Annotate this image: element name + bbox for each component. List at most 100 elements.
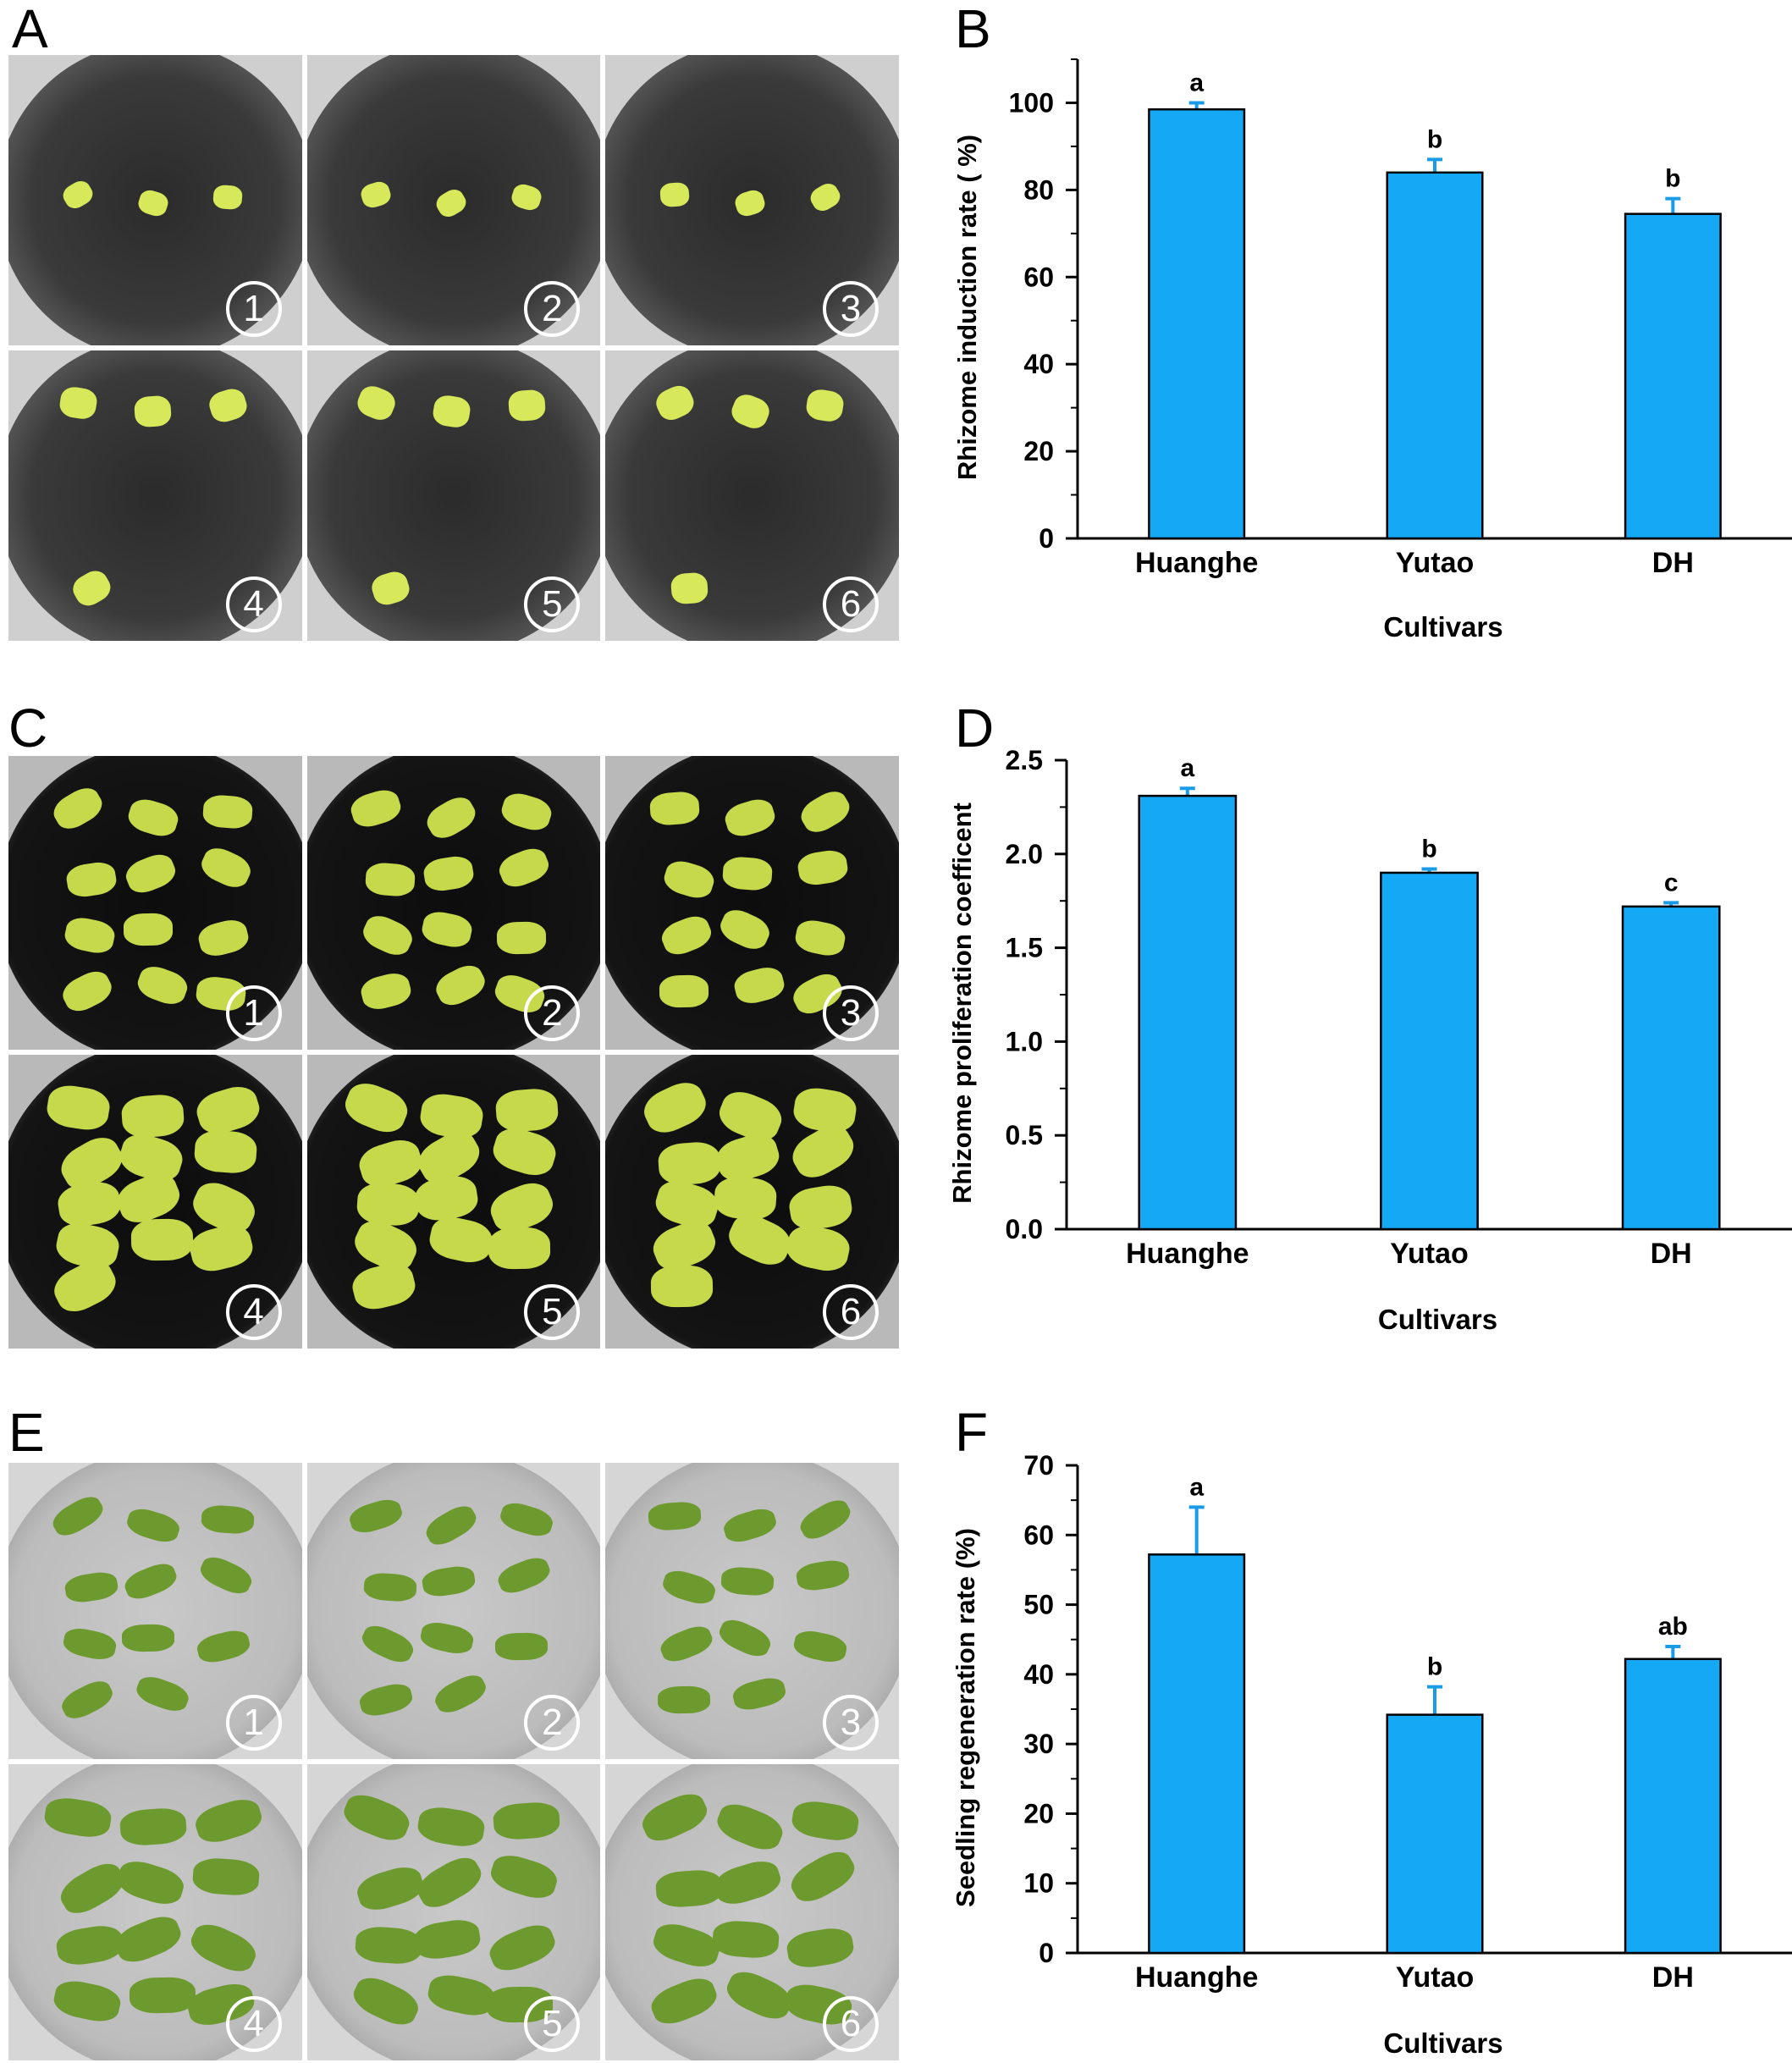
explant — [212, 184, 244, 211]
chart-d: 0.0 0.5 1.0 1.5 2.0 2.5 a Huanghe b Yutao c DH Culti… — [947, 745, 1792, 1335]
y-tick-label: 0 — [1039, 523, 1054, 554]
panel-label-d: D — [955, 698, 995, 758]
culture-photo-tile: 5 — [306, 1764, 601, 2060]
significance-label: a — [1189, 1473, 1204, 1501]
culture-photo-tile: 1 — [8, 55, 302, 345]
explant — [495, 1632, 549, 1661]
bar-yutao — [1380, 871, 1479, 1231]
x-tick-label: Yutao — [1396, 1961, 1475, 1994]
explant — [129, 1977, 196, 2014]
significance-label: a — [1180, 754, 1194, 782]
y-tick-label: 60 — [1023, 1520, 1054, 1550]
culture-photo-tile: 3 — [605, 756, 899, 1050]
tile-number-label: 6 — [822, 576, 879, 632]
photo-grid-e: 1 2 3 4 5 6 — [8, 1463, 899, 2060]
chart-f: 0 10 20 30 40 50 60 70 a Huanghe b Yutao ab DH Cultiva… — [951, 1450, 1792, 2059]
explant — [656, 1140, 721, 1187]
culture-photo-tile: 4 — [8, 1055, 302, 1349]
significance-label: b — [1665, 165, 1680, 193]
explant — [507, 389, 546, 422]
y-tick-label: 0 — [1039, 1938, 1054, 1968]
x-tick-label: Huanghe — [1135, 547, 1258, 579]
significance-label: b — [1427, 1653, 1442, 1681]
significance-label: a — [1189, 69, 1204, 97]
photo-grid-a: 1 2 3 4 5 6 — [8, 55, 899, 641]
significance-label: ab — [1658, 1613, 1688, 1641]
tile-number-label: 2 — [524, 985, 581, 1041]
y-tick-label: 10 — [1023, 1868, 1054, 1899]
x-tick-label: DH — [1652, 547, 1694, 579]
explant — [134, 394, 173, 428]
tile-number-label: 4 — [225, 576, 282, 632]
panel-label-f: F — [955, 1402, 989, 1463]
tile-number-label: 2 — [524, 1695, 581, 1751]
explant — [657, 1685, 711, 1714]
culture-photo-tile: 5 — [306, 1055, 601, 1349]
bar-yutao — [1386, 171, 1484, 540]
y-axis-label: Rhizome induction rate ( %) — [952, 135, 982, 480]
y-tick-label: 40 — [1023, 1659, 1054, 1690]
y-tick-label: 2.0 — [1006, 839, 1043, 869]
x-tick-label: DH — [1651, 1238, 1692, 1270]
explant — [121, 1623, 175, 1652]
y-tick-label: 60 — [1023, 262, 1054, 292]
tile-number-label: 6 — [822, 1996, 879, 2052]
y-tick-label: 1.0 — [1006, 1026, 1043, 1056]
x-axis-label: Cultivars — [1383, 611, 1503, 643]
culture-photo-tile: 5 — [306, 350, 601, 641]
x-axis-label: Cultivars — [1383, 2027, 1503, 2059]
x-tick-label: Yutao — [1396, 547, 1475, 579]
tile-number-label: 3 — [822, 985, 879, 1041]
x-tick-label: Yutao — [1390, 1238, 1469, 1270]
explant — [721, 855, 774, 891]
explant — [130, 1218, 194, 1261]
x-tick-label: Huanghe — [1126, 1238, 1249, 1270]
explant — [497, 921, 547, 955]
explant — [202, 793, 254, 830]
tile-number-label: 5 — [524, 1996, 581, 2052]
explant — [364, 861, 416, 897]
y-tick-label: 0.0 — [1006, 1214, 1043, 1244]
y-tick-label: 80 — [1023, 174, 1054, 205]
explant — [650, 1265, 714, 1309]
significance-label: b — [1421, 836, 1436, 863]
tile-number-label: 1 — [225, 985, 282, 1041]
explant — [670, 571, 709, 605]
x-tick-label: Huanghe — [1135, 1961, 1258, 1994]
tile-number-label: 1 — [225, 281, 282, 337]
explant — [659, 974, 709, 1008]
y-tick-label: 30 — [1023, 1729, 1054, 1759]
tile-number-label: 2 — [524, 281, 581, 337]
culture-photo-tile: 6 — [605, 350, 899, 641]
tile-number-label: 3 — [822, 1695, 879, 1751]
tile-number-label: 3 — [822, 281, 879, 337]
culture-photo-tile: 2 — [306, 756, 601, 1050]
y-tick-label: 50 — [1023, 1590, 1054, 1620]
y-tick-label: 100 — [1009, 87, 1054, 118]
explant — [659, 181, 691, 207]
bar-huanghe — [1148, 108, 1246, 540]
explant — [123, 913, 174, 946]
tile-number-label: 4 — [225, 1996, 282, 2052]
y-tick-label: 20 — [1023, 436, 1054, 466]
panel-label-a: A — [12, 0, 48, 59]
culture-photo-tile: 3 — [605, 55, 899, 345]
bar-huanghe — [1138, 794, 1238, 1231]
bar-dh — [1621, 905, 1721, 1231]
x-tick-label: DH — [1652, 1961, 1694, 1994]
significance-label: c — [1664, 869, 1679, 896]
bar-huanghe — [1148, 1553, 1246, 1955]
x-axis-label: Cultivars — [1378, 1304, 1497, 1335]
explant — [193, 1128, 258, 1175]
y-tick-label: 70 — [1023, 1450, 1054, 1481]
panel-label-c: C — [8, 698, 48, 758]
tile-number-label: 1 — [225, 1695, 282, 1751]
culture-photo-tile: 1 — [8, 1463, 302, 1759]
tile-number-label: 5 — [524, 576, 581, 632]
photo-grid-c: 1 2 3 4 5 6 — [8, 756, 899, 1349]
culture-photo-tile: 2 — [306, 1463, 601, 1759]
y-axis-label: Seedling regeneration rate (%) — [951, 1528, 980, 1907]
tile-number-label: 6 — [822, 1284, 879, 1340]
y-tick-label: 2.5 — [1006, 745, 1043, 775]
culture-photo-tile: 2 — [306, 55, 601, 345]
